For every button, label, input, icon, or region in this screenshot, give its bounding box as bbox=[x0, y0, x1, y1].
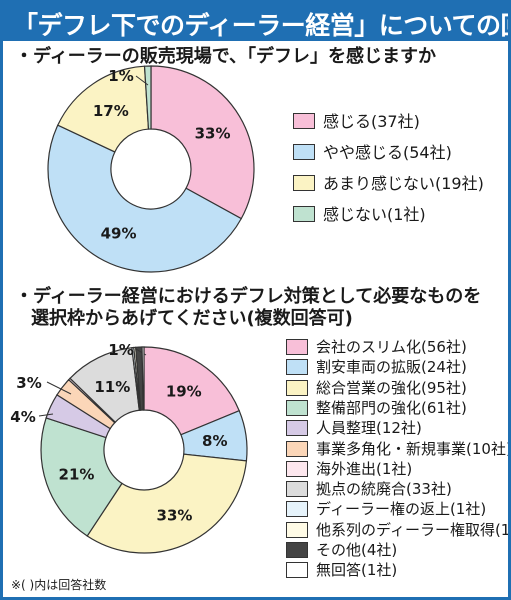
chart2-data-label-1: 8% bbox=[202, 432, 227, 450]
chart2-question-line2: 選択枠からあげてください(複数回答可) bbox=[31, 308, 353, 329]
legend-label: 感じない(1社) bbox=[323, 205, 426, 224]
chart1-slice-0 bbox=[150, 65, 255, 220]
legend-swatch bbox=[286, 399, 308, 416]
chart1-slice-1 bbox=[47, 124, 243, 273]
legend-swatch bbox=[286, 420, 308, 437]
chart2-slice-0 bbox=[143, 346, 241, 436]
legend-swatch bbox=[293, 175, 315, 191]
chart2-slice-3 bbox=[40, 417, 123, 537]
legend-swatch bbox=[286, 460, 308, 477]
chart2-slice-2 bbox=[86, 453, 248, 554]
legend-label: 人員整理(12社) bbox=[316, 419, 422, 438]
legend-swatch bbox=[286, 339, 308, 355]
legend-swatch bbox=[293, 206, 315, 222]
legend-label: 感じる(37社) bbox=[323, 112, 420, 131]
legend-label: その他(4社) bbox=[316, 541, 398, 559]
legend-swatch bbox=[286, 542, 308, 558]
chart1-data-label-1: 49% bbox=[101, 225, 137, 243]
chart1-slice-2 bbox=[57, 65, 150, 153]
legend-swatch bbox=[286, 481, 308, 498]
chart2-data-label-3: 21% bbox=[59, 466, 95, 484]
chart1-question: ・ディーラーの販売現場で、「デフレ」を感じますか bbox=[15, 46, 437, 67]
chart2-leader-4 bbox=[38, 413, 54, 417]
legend-swatch bbox=[286, 521, 308, 538]
legend-label: 無回答(1社) bbox=[316, 561, 398, 580]
chart2-slice-11 bbox=[141, 346, 145, 411]
title-banner: 「デフレ下でのディーラー経営」についての回答 bbox=[3, 3, 508, 41]
legend-label: 整備部門の強化(61社) bbox=[316, 398, 467, 417]
legend-label: 他系列のディーラー権取得(1社) bbox=[316, 520, 511, 539]
chart1-data-label-2: 17% bbox=[93, 102, 129, 120]
legend-label: ディーラー権の返上(1社) bbox=[316, 500, 487, 519]
chart2-data-label-4: 4% bbox=[10, 408, 35, 426]
chart2-data-label-2: 33% bbox=[157, 507, 193, 525]
chart1-data-label-0: 33% bbox=[195, 125, 231, 143]
legend-label: 割安車両の拡販(24社) bbox=[316, 358, 467, 377]
chart1-data-label-3: 1% bbox=[108, 67, 133, 85]
chart2-data-label-7: 11% bbox=[94, 378, 130, 396]
page-title: 「デフレ下でのディーラー経営」についての回答 bbox=[13, 11, 511, 40]
footnote: ※( )内は回答社数 bbox=[11, 578, 107, 592]
legend-swatch bbox=[286, 359, 308, 376]
legend-label: 総合営業の強化(95社) bbox=[316, 378, 467, 397]
legend-label: 拠点の統廃合(33社) bbox=[316, 480, 452, 499]
legend-swatch bbox=[293, 113, 315, 129]
legend-label: 会社のスリム化(56社) bbox=[316, 338, 467, 356]
chart2-leader-5 bbox=[46, 381, 72, 395]
chart1-slice-3 bbox=[143, 65, 152, 130]
chart2-data-label-0: 19% bbox=[166, 383, 202, 401]
chart1-leader-3 bbox=[135, 75, 149, 86]
legend-label: 事業多角化・新規事業(10社) bbox=[316, 439, 511, 458]
legend-swatch bbox=[286, 440, 308, 457]
chart2-data-label-10: 1% bbox=[108, 341, 133, 359]
legend-label: あまり感じない(19社) bbox=[323, 174, 484, 193]
chart2-data-label-5: 3% bbox=[16, 374, 41, 392]
legend-swatch bbox=[286, 379, 308, 396]
legend-label: やや感じる(54社) bbox=[323, 143, 452, 162]
donut-charts-canvas: 33% 49% 17% 1% 19% 8% 33% 21% 4% 3% 11% 1% bbox=[10, 65, 255, 554]
legend-label: 海外進出(1社) bbox=[316, 459, 413, 478]
legend-swatch bbox=[293, 144, 315, 160]
legend-swatch bbox=[286, 562, 308, 579]
chart2-question-line1: ・ディーラー経営におけるデフレ対策として必要なものを bbox=[15, 286, 482, 307]
legend-swatch bbox=[286, 501, 308, 518]
